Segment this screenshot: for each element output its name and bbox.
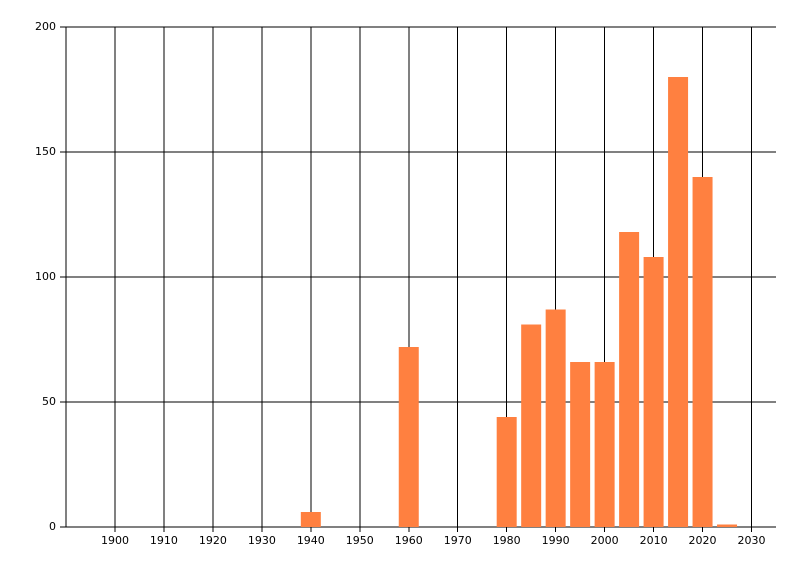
- y-tick-label: 200: [35, 20, 56, 33]
- bar: [594, 362, 615, 527]
- bar: [545, 309, 566, 527]
- x-tick-label: 2000: [591, 534, 619, 547]
- bar: [398, 347, 419, 527]
- x-tick-label: 2010: [640, 534, 668, 547]
- bar: [668, 77, 689, 527]
- x-tick-label: 1900: [101, 534, 129, 547]
- bar: [692, 177, 713, 527]
- bar: [619, 232, 640, 527]
- x-tick-label: 2020: [689, 534, 717, 547]
- y-tick-label: 50: [42, 395, 56, 408]
- x-tick-label: 1990: [542, 534, 570, 547]
- x-tick-label: 1950: [346, 534, 374, 547]
- x-tick-label: 2030: [738, 534, 766, 547]
- x-tick-label: 1960: [395, 534, 423, 547]
- x-tick-label: 1940: [297, 534, 325, 547]
- y-tick-label: 150: [35, 145, 56, 158]
- bar: [570, 362, 591, 527]
- bar: [496, 417, 517, 527]
- x-tick-label: 1970: [444, 534, 472, 547]
- x-tick-label: 1930: [248, 534, 276, 547]
- x-tick-label: 1910: [150, 534, 178, 547]
- bar: [300, 512, 321, 527]
- y-tick-label: 100: [35, 270, 56, 283]
- x-tick-label: 1980: [493, 534, 521, 547]
- bar: [521, 324, 542, 527]
- x-tick-label: 1920: [199, 534, 227, 547]
- y-tick-label: 0: [49, 520, 56, 533]
- bar: [643, 257, 664, 527]
- bar: [717, 524, 738, 527]
